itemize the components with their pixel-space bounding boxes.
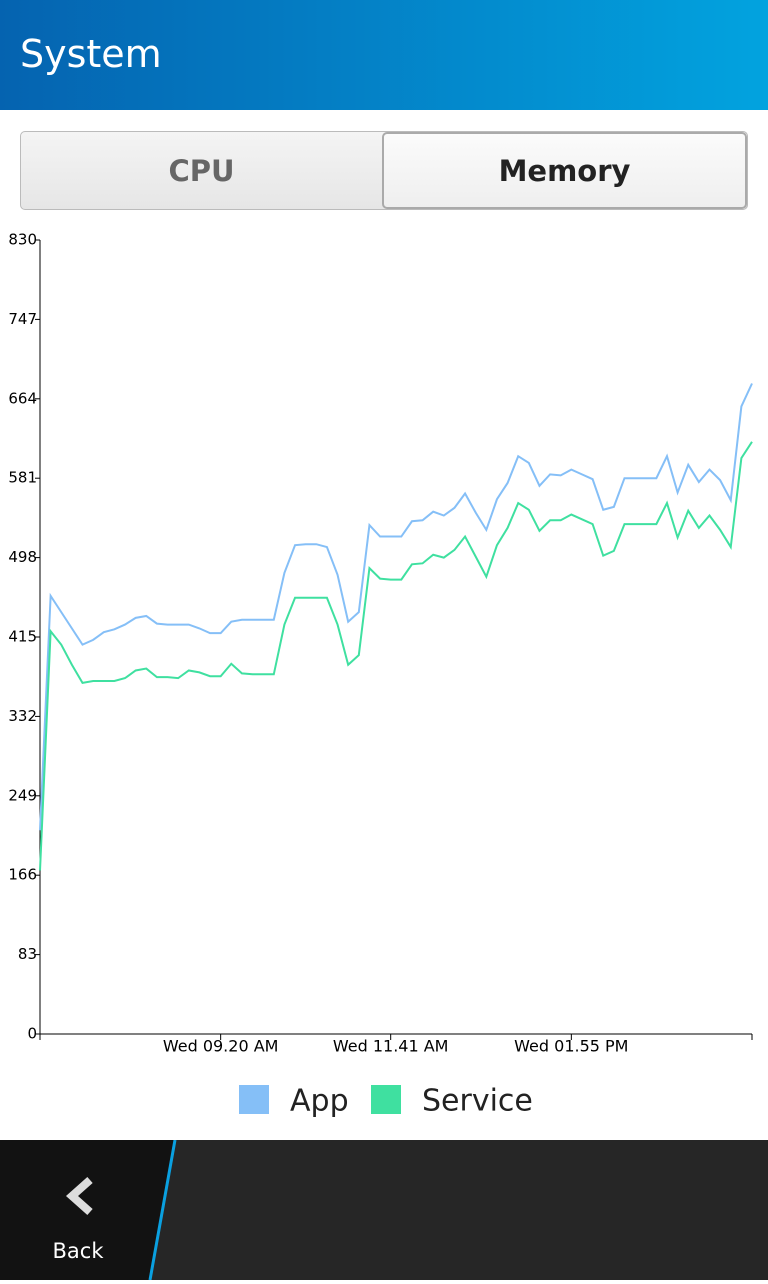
x-tick-label: Wed 01.55 PM <box>514 1037 628 1056</box>
tab[interactable]: CPU <box>168 153 235 188</box>
legend-swatch <box>371 1085 401 1114</box>
y-tick-label: 166 <box>8 866 37 884</box>
tab-bar: CPU Memory <box>20 131 748 210</box>
chart: 0 83 166 249 332 415 498 581 664 747 830 Wed 09.20 … <box>8 231 753 1119</box>
x-tick-label: Wed 11.41 AM <box>333 1037 449 1056</box>
y-tick-label: 332 <box>8 707 37 725</box>
back-icon <box>65 1177 93 1215</box>
tab[interactable]: Memory <box>382 132 747 209</box>
y-tick-label: 83 <box>18 945 37 963</box>
header: System <box>0 0 768 110</box>
action-bar: Back <box>0 1139 177 1281</box>
y-tick-label: 0 <box>27 1025 37 1043</box>
series-line <box>39 441 753 871</box>
y-tick-label: 249 <box>8 786 37 804</box>
legend-swatch <box>239 1085 269 1114</box>
y-tick-label: 498 <box>8 548 37 566</box>
back-label[interactable]: Back <box>53 1239 105 1263</box>
legend-label: App <box>290 1084 349 1119</box>
series-line <box>39 383 753 831</box>
y-tick-label: 830 <box>8 231 37 249</box>
y-tick-label: 664 <box>8 389 37 407</box>
y-tick-label: 415 <box>8 628 37 646</box>
divider <box>148 1139 177 1281</box>
x-tick-label: Wed 09.20 AM <box>163 1037 279 1056</box>
y-tick-label: 747 <box>8 310 37 328</box>
header-title: System <box>20 32 162 76</box>
y-tick-label: 581 <box>8 469 37 487</box>
footer: Back <box>0 1139 768 1281</box>
legend-label: Service <box>422 1084 533 1119</box>
